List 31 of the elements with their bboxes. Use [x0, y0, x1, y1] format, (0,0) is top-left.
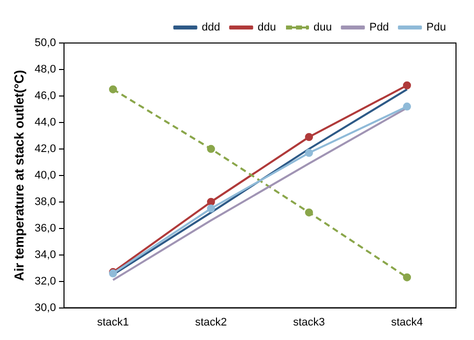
x-tick-label: stack2 — [195, 316, 227, 328]
legend-label: Pdu — [426, 22, 446, 34]
y-tick-label: 32,0 — [34, 275, 56, 288]
y-tick-label: 48,0 — [34, 64, 56, 76]
y-axis-title: Air temperature at stack outlet(°C) — [11, 70, 26, 281]
point — [403, 102, 411, 111]
point — [207, 144, 216, 153]
y-tick-label: 50,0 — [34, 37, 56, 50]
point — [207, 198, 216, 206]
point — [305, 133, 314, 142]
y-tick-label: 30,0 — [34, 302, 56, 314]
legend-label: ddd — [202, 22, 220, 34]
point — [403, 273, 411, 282]
y-tick-label: 36,0 — [34, 222, 56, 234]
point — [305, 208, 314, 216]
x-tick-label: stack1 — [97, 316, 129, 328]
y-tick-label: 42,0 — [34, 142, 56, 155]
point — [403, 81, 411, 90]
y-tick-label: 34,0 — [34, 248, 56, 261]
point — [109, 85, 118, 94]
point — [207, 204, 216, 212]
y-tick-label: 46,0 — [34, 90, 56, 102]
legend-label: ddu — [258, 22, 276, 34]
y-tick-label: 38,0 — [34, 196, 56, 208]
point — [305, 148, 314, 157]
y-tick-label: 44,0 — [34, 116, 56, 128]
x-tick-label: stack4 — [391, 316, 423, 328]
legend-label: duu — [314, 22, 332, 34]
legend-label: Pdd — [369, 22, 389, 34]
y-tick-label: 40,0 — [34, 169, 56, 182]
x-tick-label: stack3 — [293, 316, 325, 328]
